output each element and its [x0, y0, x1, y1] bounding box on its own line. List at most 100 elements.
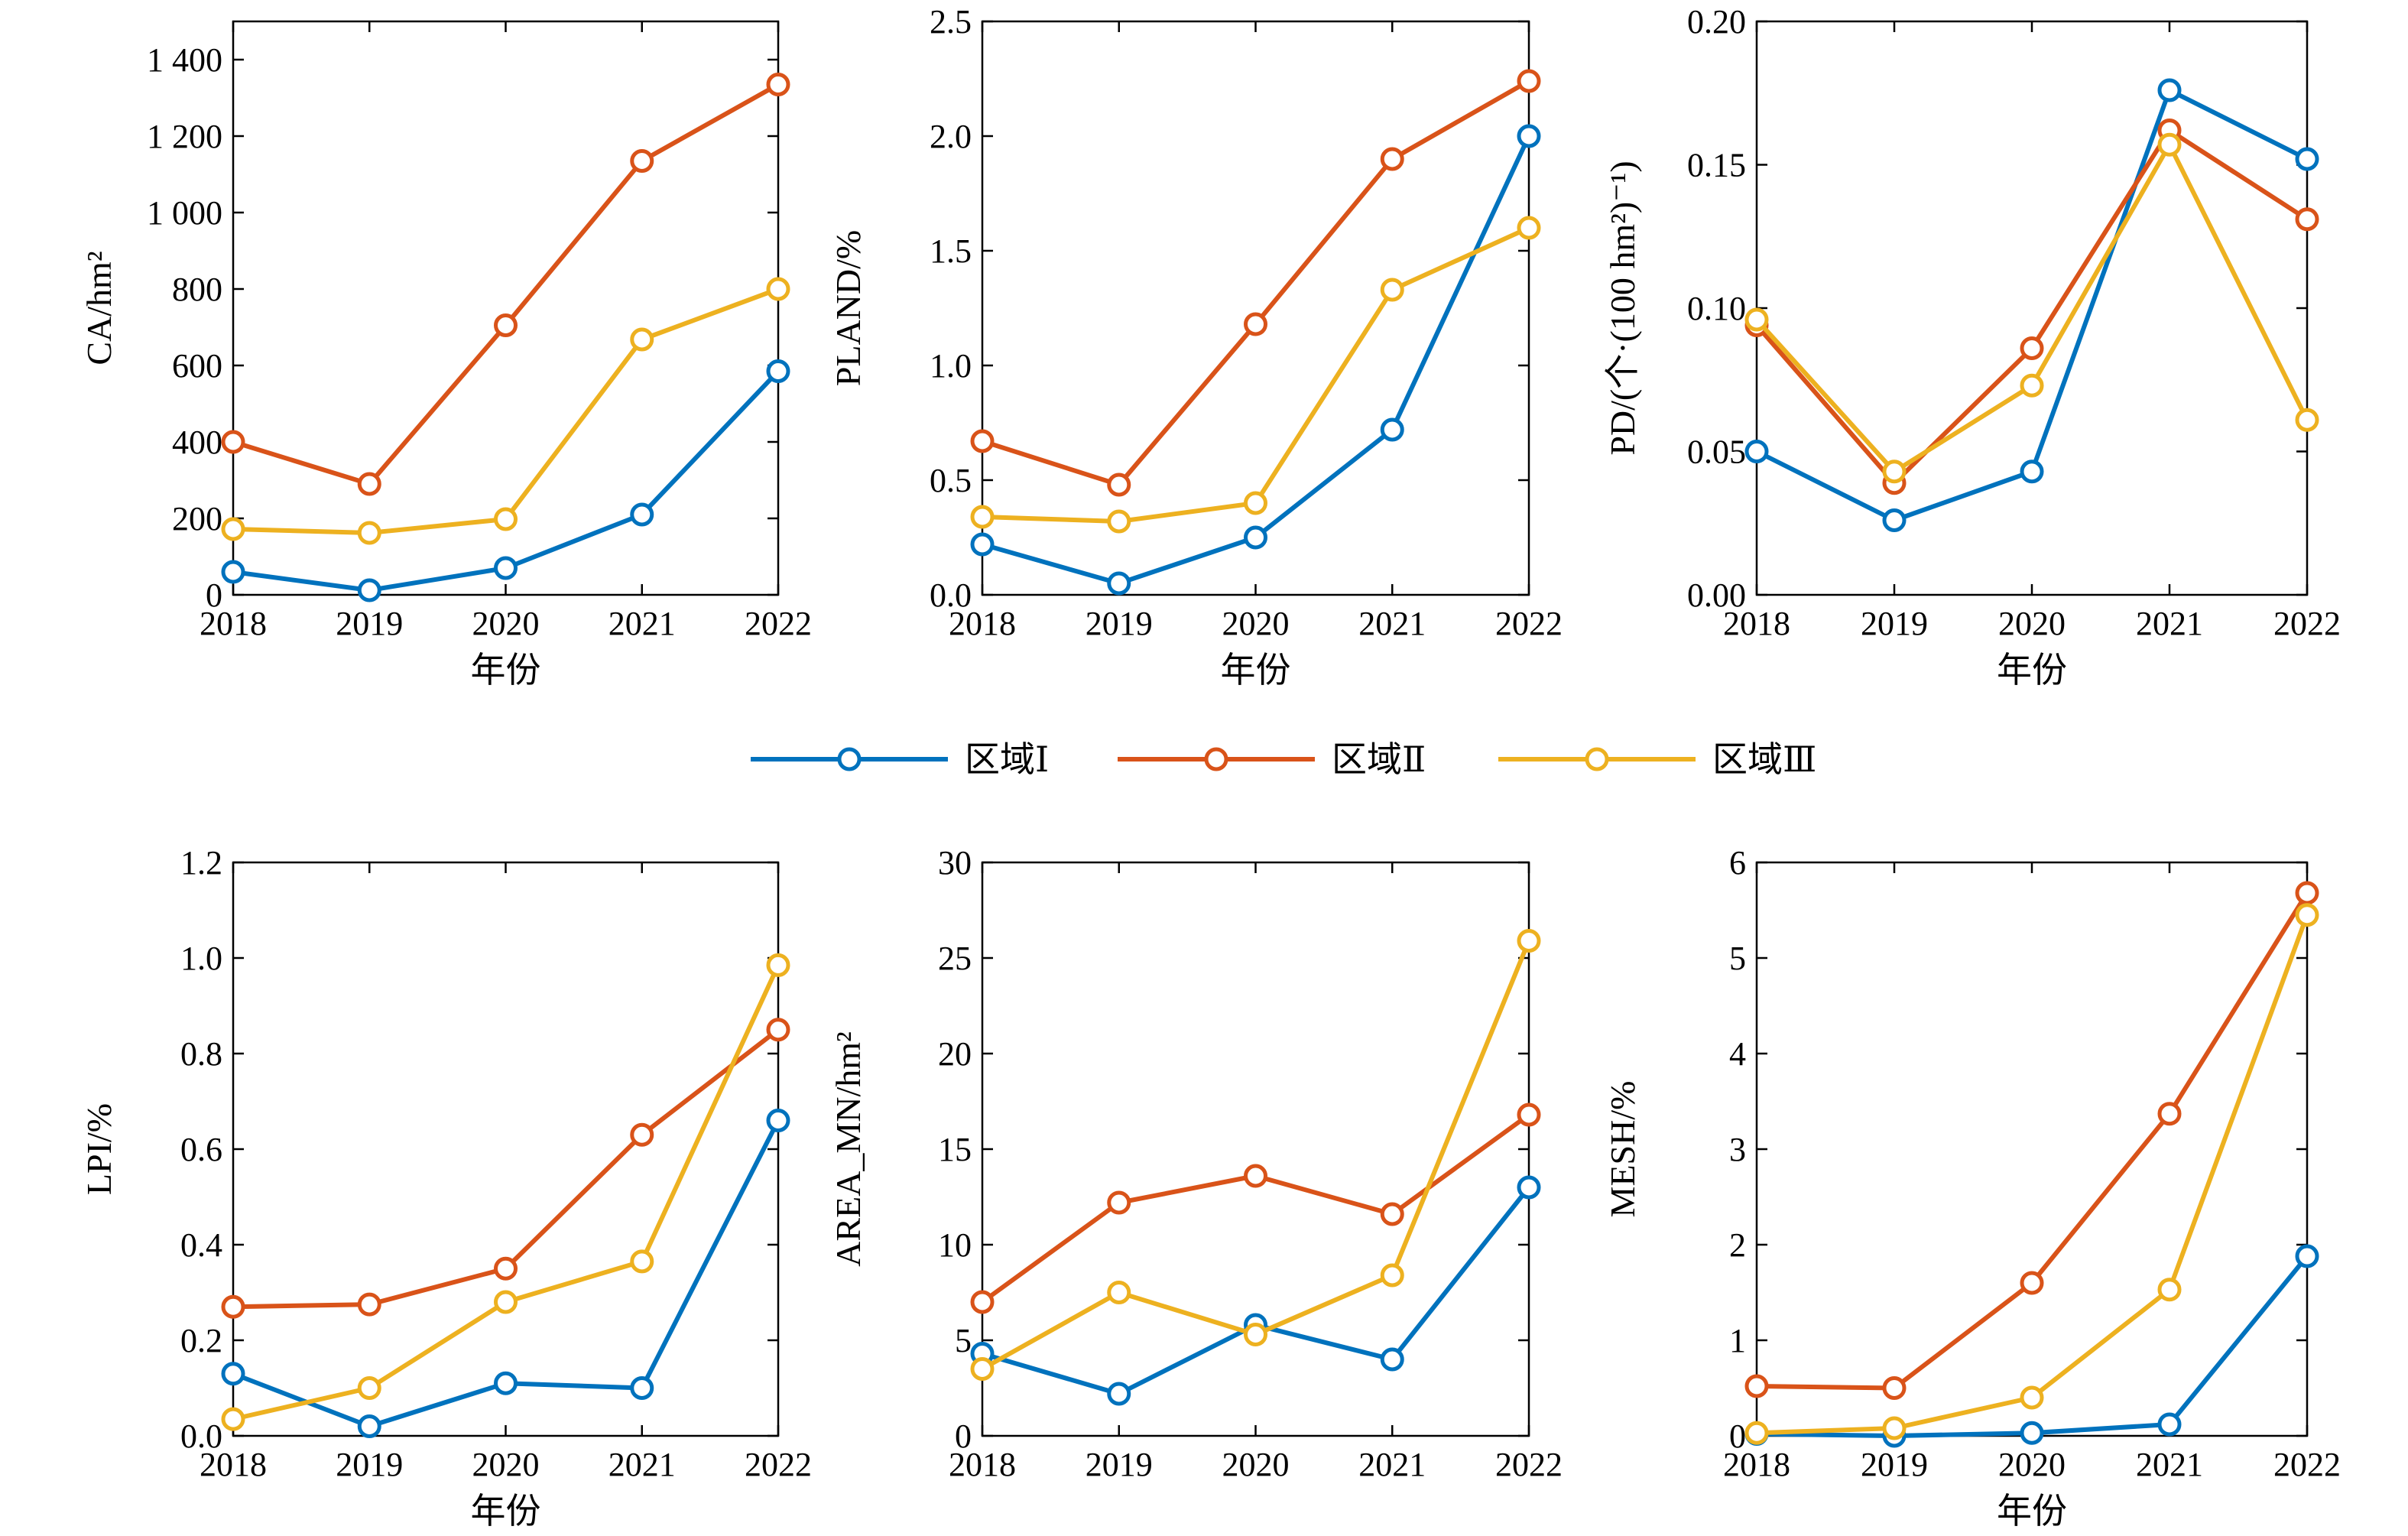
data-point [1380, 1263, 1404, 1288]
x-tick-label: 2021 [2136, 1446, 2203, 1483]
data-point [1882, 508, 1907, 532]
data-point [970, 532, 995, 557]
y-tick-label: 2.0 [930, 118, 972, 155]
data-point [1380, 278, 1404, 302]
series-line [982, 135, 1531, 586]
data-point [2157, 1412, 2182, 1437]
y-tick-label: 2 [1729, 1226, 1746, 1264]
legend-label-3: 区域Ⅲ [1712, 740, 1816, 779]
x-tick-label: 2018 [1723, 1446, 1790, 1483]
series-2 [970, 1102, 1541, 1314]
data-point [494, 1290, 518, 1314]
panel-4-frame [232, 861, 780, 1437]
series-2 [221, 73, 790, 496]
data-point [1380, 1347, 1404, 1372]
data-point [1882, 460, 1907, 484]
data-point [1107, 1281, 1131, 1304]
y-axis-label: CA/hm² [80, 251, 118, 365]
data-point [766, 953, 790, 977]
data-point [2157, 1278, 2182, 1302]
data-point [2295, 408, 2319, 432]
panel-3: 0.00 0.05 0.10 0.15 0.20 2018 2019 2020 2021 2022… [1603, 3, 2341, 690]
data-point [1744, 1421, 1769, 1445]
y-tick-label: 200 [172, 500, 222, 537]
legend: 区域Ⅰ 区域Ⅱ 区域Ⅲ [751, 740, 1816, 779]
x-tick-label: 2018 [949, 1446, 1016, 1483]
x-tick-label: 2018 [200, 1446, 267, 1483]
data-point [2295, 1244, 2319, 1268]
data-point [1244, 491, 1267, 515]
y-tick-label: 0.15 [1687, 147, 1746, 184]
series-1 [1744, 78, 2319, 532]
series-3 [1744, 903, 2319, 1445]
data-point [2295, 903, 2319, 927]
y-axis-label: MESH/% [1603, 1081, 1642, 1218]
series-2 [970, 69, 1541, 497]
data-point [1517, 1102, 1541, 1127]
data-point [221, 430, 245, 454]
panel-2: 0.0 0.5 1.0 1.5 2.0 2.5 2018 2019 2020 2021 2022 年份… [829, 3, 1563, 690]
legend-label-2: 区域Ⅱ [1332, 740, 1426, 779]
series-1 [970, 1175, 1541, 1406]
x-tick-label: 2019 [336, 605, 403, 642]
data-point [1107, 472, 1131, 497]
data-point [494, 1371, 518, 1395]
data-point [2020, 1421, 2044, 1445]
data-point [1744, 440, 1769, 463]
series-line [1755, 88, 2309, 523]
series-2 [1744, 119, 2319, 495]
data-point [1517, 216, 1541, 240]
series-3 [1744, 132, 2319, 484]
series-1 [970, 124, 1541, 596]
data-point [1744, 1374, 1769, 1398]
y-tick-label: 0.20 [1687, 3, 1746, 41]
x-tick-label: 2020 [1998, 605, 2066, 642]
series-1 [221, 1109, 790, 1438]
x-tick-label: 2020 [472, 1446, 540, 1483]
data-point [970, 1357, 995, 1381]
data-point [2020, 1385, 2044, 1410]
data-point [494, 556, 518, 580]
data-point [1882, 1416, 1907, 1440]
panel-4: 0.0 0.2 0.4 0.6 0.8 1.0 1.2 2018 2019 2020 2021 202… [80, 844, 812, 1531]
x-axis-label: 年份 [1221, 651, 1291, 690]
x-tick-label: 2019 [1861, 1446, 1928, 1483]
legend-entry-2: 区域Ⅱ [1118, 740, 1426, 779]
legend-entry-3: 区域Ⅲ [1498, 740, 1816, 779]
data-point [357, 1414, 381, 1438]
y-tick-label: 1.5 [930, 232, 972, 270]
data-point [630, 1122, 654, 1147]
series-3 [221, 277, 790, 545]
x-tick-label: 2019 [1086, 1446, 1153, 1483]
data-point [2295, 881, 2319, 905]
data-point [357, 521, 381, 545]
y-tick-label: 0.6 [180, 1131, 222, 1168]
series-2 [1744, 881, 2319, 1400]
data-point [494, 313, 518, 337]
data-point [630, 327, 654, 352]
y-tick-label: 600 [172, 347, 222, 385]
data-point [221, 560, 245, 584]
x-axis-label: 年份 [471, 1492, 541, 1531]
x-tick-label: 2020 [1222, 605, 1290, 642]
x-tick-label: 2021 [1358, 1446, 1426, 1483]
y-tick-label: 3 [1729, 1131, 1746, 1168]
data-point [630, 149, 654, 173]
data-point [2157, 132, 2182, 157]
series-1 [221, 359, 790, 602]
y-tick-label: 400 [172, 424, 222, 461]
legend-marker-2 [1204, 747, 1228, 771]
data-point [357, 1292, 381, 1317]
panel-6-frame [1755, 861, 2309, 1437]
y-tick-label: 1 400 [147, 41, 222, 79]
series-line [1754, 128, 2309, 485]
panel-1: 0 200 400 600 800 1 000 1 200 1 400 2018 2019 2020… [80, 20, 812, 690]
legend-marker-3 [1585, 747, 1609, 771]
data-point [2020, 336, 2044, 360]
x-tick-label: 2019 [336, 1446, 403, 1483]
data-point [970, 1290, 995, 1314]
y-tick-label: 5 [1729, 940, 1746, 977]
x-tick-label: 2018 [949, 605, 1016, 642]
data-point [970, 429, 995, 453]
data-point [2020, 1271, 2044, 1295]
